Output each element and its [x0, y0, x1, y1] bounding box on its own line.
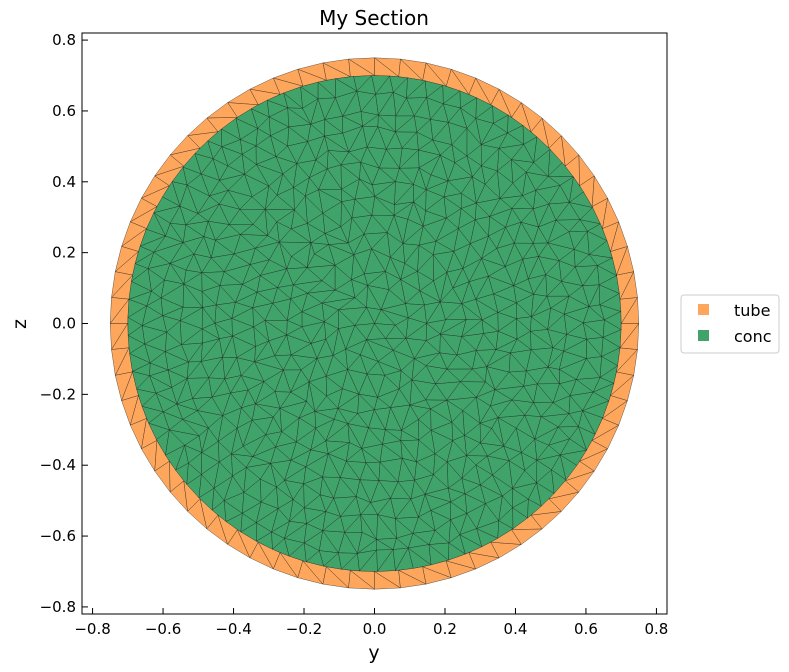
y-tick-label: 0.8	[52, 31, 76, 49]
legend-label-conc: conc	[734, 327, 772, 346]
y-tick-label: 0.4	[52, 173, 76, 191]
y-tick-label: −0.2	[40, 385, 76, 403]
x-tick-label: −0.6	[145, 620, 181, 638]
y-tick-label: −0.4	[40, 456, 76, 474]
legend-swatch-conc	[698, 330, 709, 341]
legend: tube conc	[680, 294, 780, 354]
y-tick-label: 0.2	[52, 244, 76, 262]
x-axis-title: y	[368, 642, 379, 664]
conc-region	[127, 75, 622, 573]
y-tick-label: 0.0	[52, 315, 76, 333]
x-tick-label: 0.4	[504, 620, 528, 638]
x-tick-label: 0.2	[433, 620, 457, 638]
x-axis-ticks: −0.8 −0.6 −0.4 −0.2 0.0 0.2 0.4 0.6 0.8	[74, 608, 668, 638]
legend-swatch-tube	[698, 304, 709, 315]
y-axis-title: z	[9, 319, 31, 329]
conc-element	[405, 317, 428, 339]
conc-element	[439, 319, 467, 335]
y-axis-ticks: −0.8 −0.6 −0.4 −0.2 0.0 0.2 0.4 0.6 0.8	[40, 31, 88, 616]
conc-element	[563, 313, 584, 335]
x-tick-label: −0.4	[215, 620, 251, 638]
mesh-layer	[109, 57, 640, 590]
legend-label-tube: tube	[734, 301, 770, 320]
y-tick-label: −0.8	[40, 598, 76, 616]
conc-element	[380, 309, 409, 326]
x-tick-label: 0.6	[574, 620, 598, 638]
x-tick-label: 0.0	[363, 620, 387, 638]
conc-element	[461, 319, 483, 338]
y-tick-label: 0.6	[52, 102, 76, 120]
conc-element	[547, 307, 565, 330]
chart-title: My Section	[319, 6, 429, 30]
x-tick-label: −0.8	[74, 620, 110, 638]
y-tick-label: −0.6	[40, 527, 76, 545]
plot-area	[81, 32, 668, 615]
x-tick-label: −0.2	[286, 620, 322, 638]
conc-element	[497, 312, 517, 332]
x-tick-label: 0.8	[644, 620, 668, 638]
conc-element	[603, 311, 622, 330]
